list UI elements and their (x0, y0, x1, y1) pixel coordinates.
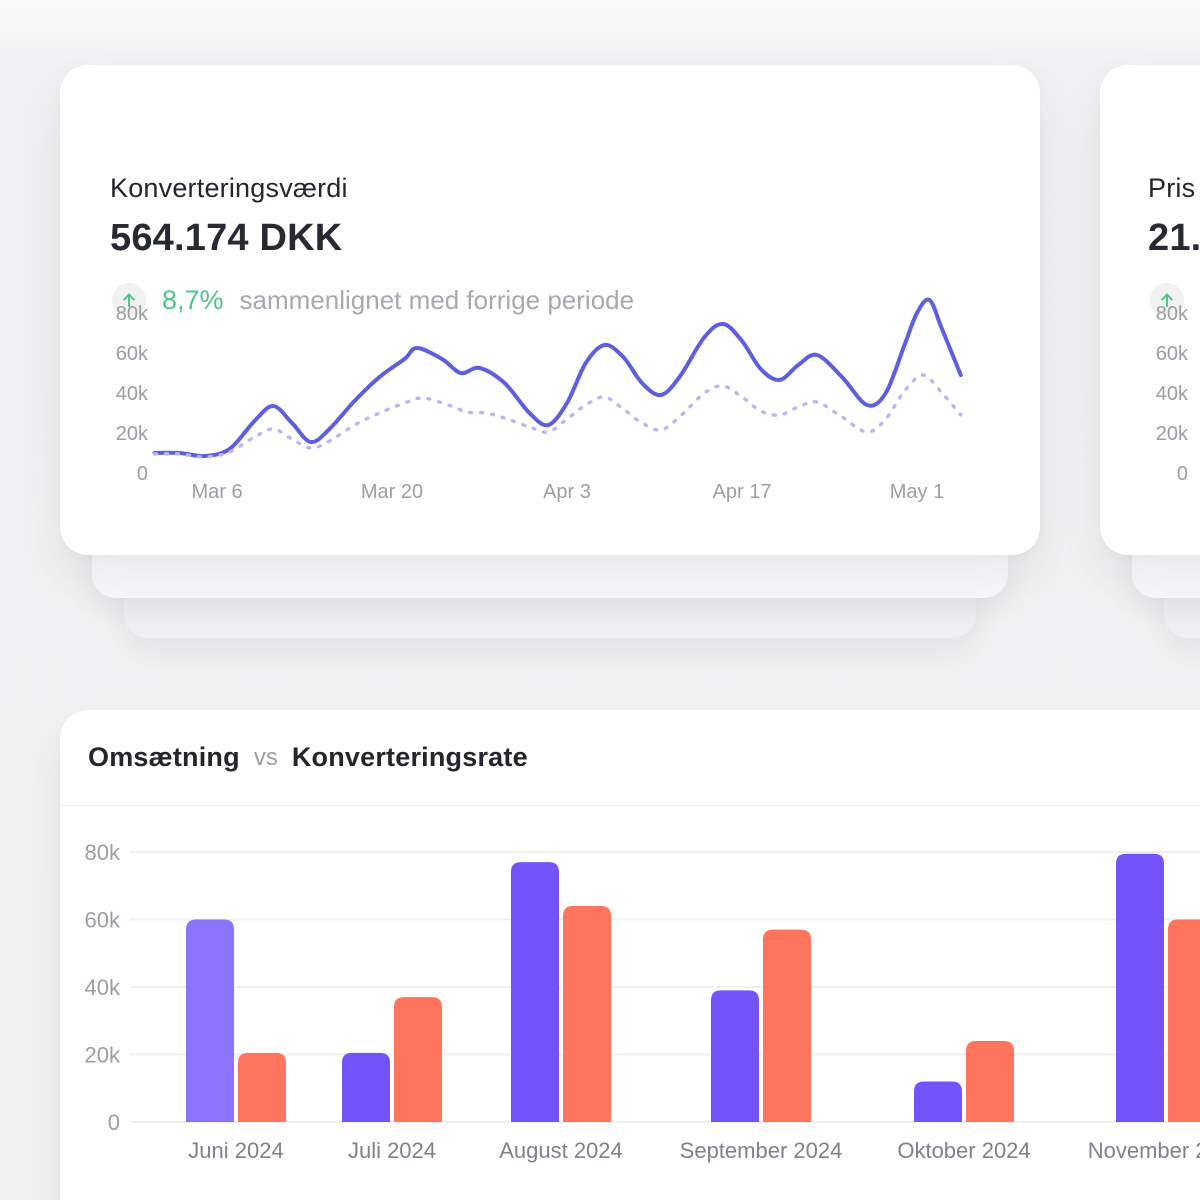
conversion-value-card: Konverteringsværdi 564.174 DKK 8,7% samm… (60, 65, 1040, 555)
header-title-right: Konverteringsrate (291, 742, 528, 772)
svg-text:August 2024: August 2024 (499, 1138, 623, 1163)
trend-up-badge (1150, 283, 1184, 317)
arrow-up-icon (123, 293, 135, 307)
svg-text:Apr 17: Apr 17 (713, 481, 772, 503)
svg-text:40k: 40k (85, 975, 121, 1000)
delta-row (1150, 283, 1184, 317)
delta-note: sammenlignet med forrige periode (239, 284, 635, 315)
price-card-partial: Pris 21. 80k 60k 40k 20k 0 (1100, 65, 1200, 555)
svg-text:20k: 20k (85, 1043, 121, 1068)
svg-text:May 1: May 1 (890, 481, 944, 503)
svg-text:November 2024: November 2024 (1088, 1138, 1200, 1163)
svg-text:Juli 2024: Juli 2024 (348, 1138, 436, 1163)
card-title: Pris (1148, 173, 1196, 203)
svg-text:Mar 6: Mar 6 (191, 481, 242, 503)
svg-text:20k: 20k (1156, 423, 1189, 445)
svg-text:0: 0 (1177, 463, 1188, 485)
conversion-line-chart[interactable]: 80k 60k 40k 20k 0 Mar 6 Mar 20 Apr 3 Apr 17 May 1 (60, 295, 1040, 555)
delta-percent: 8,7% (162, 284, 224, 315)
svg-text:Mar 20: Mar 20 (361, 481, 423, 503)
arrow-up-icon (1161, 293, 1173, 307)
svg-text:September 2024: September 2024 (680, 1138, 843, 1163)
svg-text:80k: 80k (116, 303, 149, 325)
svg-text:20k: 20k (116, 423, 149, 445)
comparison-card: Omsætning vs Konverteringsrate 0 20k 40k 60… (60, 710, 1200, 1200)
svg-text:Apr 3: Apr 3 (543, 481, 591, 503)
svg-text:60k: 60k (1156, 343, 1189, 365)
header-vs-label: vs (253, 743, 278, 771)
delta-row: 8,7% sammenlignet med forrige periode (112, 283, 634, 317)
svg-text:40k: 40k (116, 383, 149, 405)
svg-text:0: 0 (108, 1110, 120, 1135)
svg-text:80k: 80k (1156, 303, 1189, 325)
card-title: Konverteringsværdi (110, 173, 348, 203)
comparison-bar-chart[interactable]: 0 20k 40k 60k 80k Juni 2024 Juli 2024 August 20… (60, 806, 1200, 1200)
svg-text:0: 0 (137, 463, 148, 485)
svg-text:60k: 60k (85, 908, 121, 933)
kpi-value: 564.174 DKK (110, 217, 343, 259)
header-title-left: Omsætning (88, 742, 240, 772)
svg-text:Oktober 2024: Oktober 2024 (897, 1138, 1030, 1163)
kpi-value: 21. (1148, 217, 1200, 259)
svg-text:40k: 40k (1156, 383, 1189, 405)
svg-text:Juni 2024: Juni 2024 (188, 1138, 283, 1163)
trend-up-badge (112, 283, 146, 317)
price-line-chart[interactable]: 80k 60k 40k 20k 0 (1100, 295, 1200, 555)
comparison-header: Omsætning vs Konverteringsrate (60, 710, 1200, 806)
svg-text:80k: 80k (85, 840, 121, 865)
svg-text:60k: 60k (116, 343, 149, 365)
